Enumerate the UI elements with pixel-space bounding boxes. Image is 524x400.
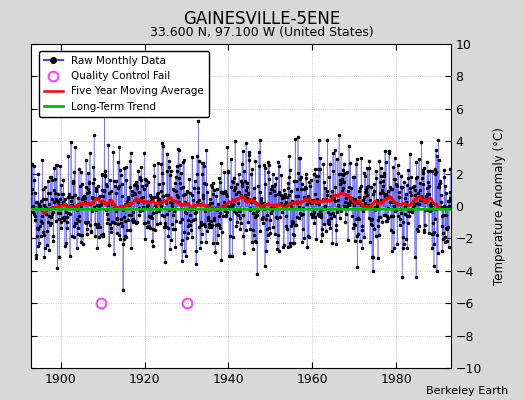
Text: 33.600 N, 97.100 W (United States): 33.600 N, 97.100 W (United States) — [150, 26, 374, 39]
Text: Berkeley Earth: Berkeley Earth — [426, 386, 508, 396]
Legend: Raw Monthly Data, Quality Control Fail, Five Year Moving Average, Long-Term Tren: Raw Monthly Data, Quality Control Fail, … — [39, 51, 209, 117]
Y-axis label: Temperature Anomaly (°C): Temperature Anomaly (°C) — [493, 127, 506, 285]
Text: GAINESVILLE-5ENE: GAINESVILLE-5ENE — [183, 10, 341, 28]
